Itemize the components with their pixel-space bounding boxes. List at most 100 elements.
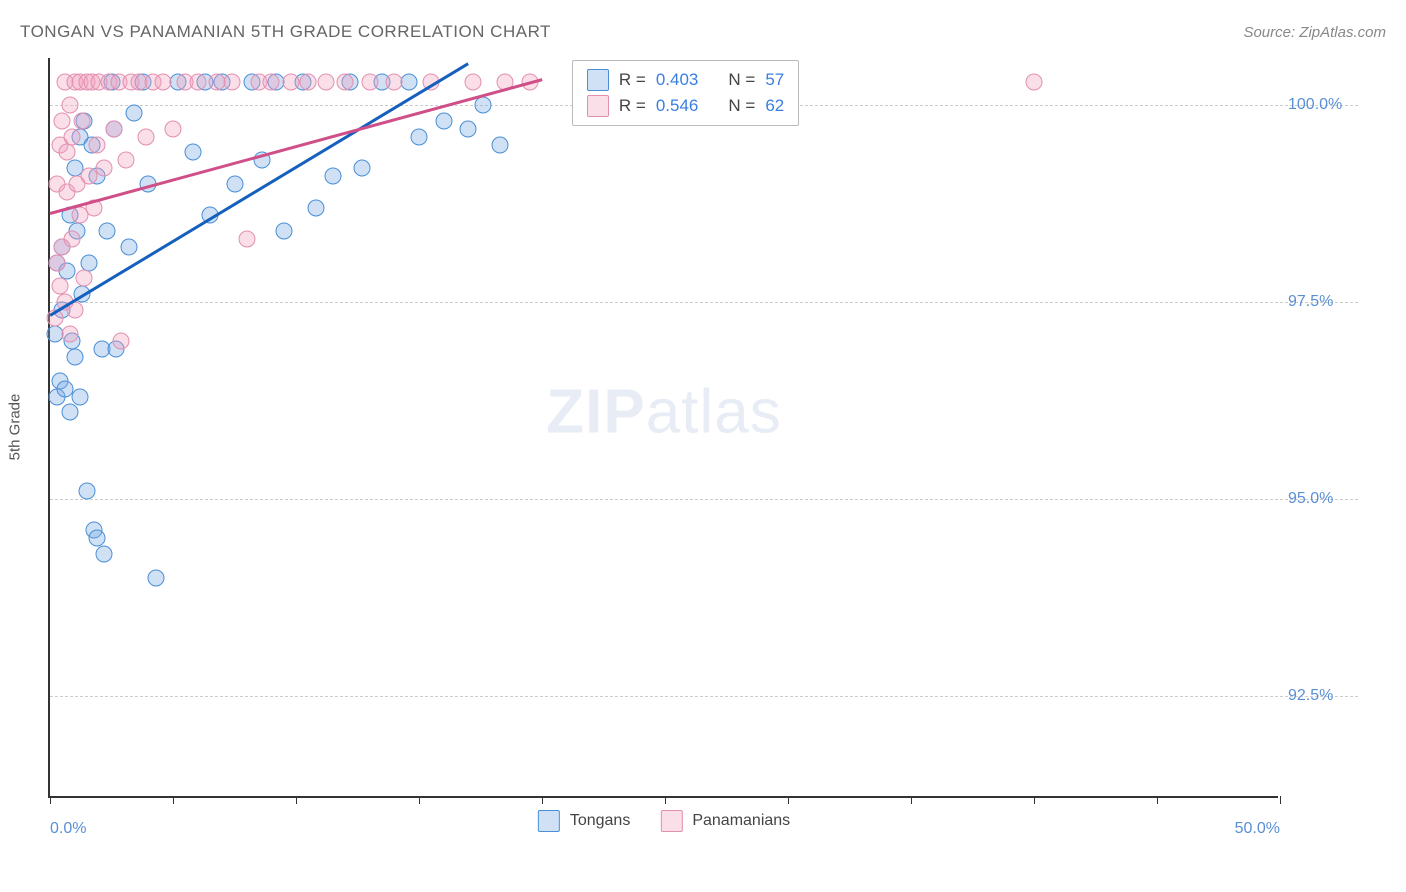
y-tick-label: 100.0% (1288, 96, 1388, 114)
scatter-point (361, 73, 378, 90)
scatter-point (54, 112, 71, 129)
y-tick-label: 95.0% (1288, 490, 1388, 508)
x-tick (1157, 796, 1158, 804)
scatter-point (155, 73, 172, 90)
scatter-point (61, 97, 78, 114)
scatter-point (465, 73, 482, 90)
chart-source: Source: ZipAtlas.com (1243, 24, 1386, 41)
scatter-point (411, 128, 428, 145)
x-tick (788, 796, 789, 804)
scatter-point (492, 136, 509, 153)
grid-line (50, 696, 1358, 697)
scatter-point (105, 120, 122, 137)
x-tick-label: 0.0% (50, 820, 86, 838)
watermark: ZIPatlas (546, 377, 781, 448)
legend-swatch (587, 95, 609, 117)
scatter-point (88, 136, 105, 153)
bottom-legend-label: Panamanians (692, 812, 790, 830)
scatter-point (71, 388, 88, 405)
scatter-point (137, 128, 154, 145)
scatter-point (184, 144, 201, 161)
scatter-point (59, 144, 76, 161)
legend-N-value: 57 (765, 70, 784, 90)
scatter-point (275, 223, 292, 240)
legend-R-label: R = (619, 96, 646, 116)
scatter-point (64, 231, 81, 248)
chart-header: TONGAN VS PANAMANIAN 5TH GRADE CORRELATI… (20, 22, 1386, 42)
scatter-point (1026, 73, 1043, 90)
bottom-legend-item: Panamanians (660, 810, 790, 832)
legend-N-label: N = (728, 96, 755, 116)
x-tick (665, 796, 666, 804)
scatter-point (98, 223, 115, 240)
grid-line (50, 499, 1358, 500)
watermark-bold: ZIP (546, 378, 645, 447)
scatter-point (300, 73, 317, 90)
legend-R-label: R = (619, 70, 646, 90)
scatter-point (64, 128, 81, 145)
scatter-point (51, 278, 68, 295)
x-tick (419, 796, 420, 804)
x-tick (173, 796, 174, 804)
scatter-point (474, 97, 491, 114)
x-tick (50, 796, 51, 804)
x-tick (911, 796, 912, 804)
scatter-point (165, 120, 182, 137)
scatter-point (88, 530, 105, 547)
legend-swatch (660, 810, 682, 832)
scatter-point (113, 333, 130, 350)
chart-title: TONGAN VS PANAMANIAN 5TH GRADE CORRELATI… (20, 22, 551, 42)
scatter-point (61, 404, 78, 421)
grid-line (50, 302, 1358, 303)
watermark-rest: atlas (646, 378, 782, 447)
x-tick (1280, 796, 1281, 804)
legend-swatch (587, 69, 609, 91)
x-tick (296, 796, 297, 804)
scatter-point (386, 73, 403, 90)
x-tick (542, 796, 543, 804)
legend-swatch (538, 810, 560, 832)
scatter-point (78, 482, 95, 499)
legend-stats: R = 0.403 N = 57 R = 0.546 N = 62 (572, 60, 799, 126)
scatter-point (120, 238, 137, 255)
scatter-point (73, 112, 90, 129)
scatter-point (81, 254, 98, 271)
scatter-point (96, 160, 113, 177)
scatter-point (147, 569, 164, 586)
y-tick-label: 97.5% (1288, 293, 1388, 311)
scatter-point (61, 325, 78, 342)
scatter-point (460, 120, 477, 137)
legend-N-label: N = (728, 70, 755, 90)
x-tick-label: 50.0% (1235, 820, 1280, 838)
scatter-point (324, 168, 341, 185)
legend-R-value: 0.403 (656, 70, 699, 90)
bottom-legend: Tongans Panamanians (538, 810, 790, 832)
scatter-point (96, 545, 113, 562)
scatter-point (66, 349, 83, 366)
legend-N-value: 62 (765, 96, 784, 116)
scatter-point (226, 175, 243, 192)
scatter-point (354, 160, 371, 177)
scatter-point (76, 270, 93, 287)
trend-line (50, 78, 543, 214)
scatter-point (125, 105, 142, 122)
scatter-point (189, 73, 206, 90)
x-tick (1034, 796, 1035, 804)
trend-line (49, 62, 468, 316)
legend-stats-row: R = 0.403 N = 57 (587, 67, 784, 93)
scatter-point (283, 73, 300, 90)
scatter-point (49, 254, 66, 271)
scatter-point (307, 199, 324, 216)
scatter-point (224, 73, 241, 90)
scatter-point (317, 73, 334, 90)
scatter-point (401, 73, 418, 90)
bottom-legend-label: Tongans (570, 812, 631, 830)
legend-R-value: 0.546 (656, 96, 699, 116)
plot-area: 5th Grade ZIPatlas 92.5%95.0%97.5%100.0%… (48, 58, 1278, 798)
y-axis-title: 5th Grade (7, 394, 24, 461)
scatter-point (238, 231, 255, 248)
y-tick-label: 92.5% (1288, 687, 1388, 705)
bottom-legend-item: Tongans (538, 810, 631, 832)
scatter-point (263, 73, 280, 90)
scatter-point (337, 73, 354, 90)
